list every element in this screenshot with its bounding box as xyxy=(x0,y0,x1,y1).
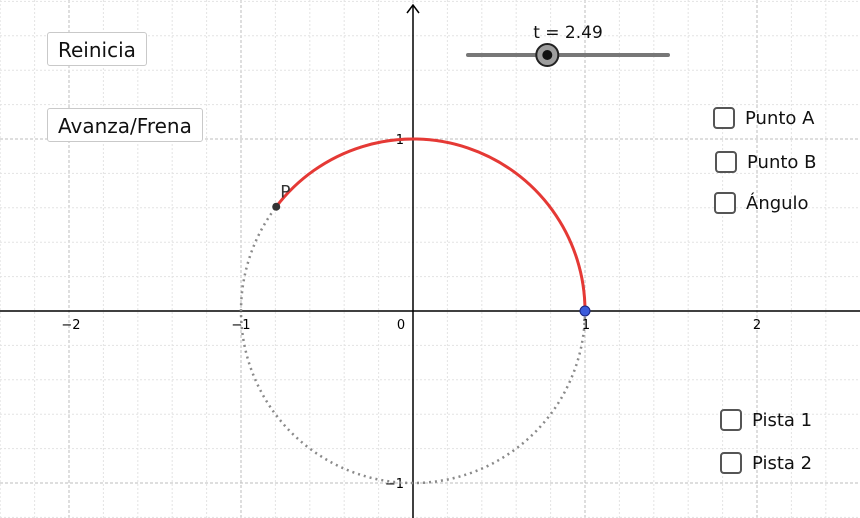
point-p[interactable] xyxy=(272,202,281,211)
start-point[interactable] xyxy=(579,305,591,317)
y-tick-label: −1 xyxy=(385,477,404,492)
y-axis-arrow-icon xyxy=(406,3,420,14)
checkbox-punto-a[interactable]: Punto A xyxy=(713,107,814,129)
checkbox-box[interactable] xyxy=(720,452,742,474)
slider-knob[interactable] xyxy=(535,43,560,67)
x-tick-label: −2 xyxy=(61,318,80,333)
point-p-label: P xyxy=(280,183,290,203)
x-tick-label: 0 xyxy=(397,318,405,333)
checkbox-pista-1[interactable]: Pista 1 xyxy=(720,409,812,431)
checkbox-punto-b[interactable]: Punto B xyxy=(715,151,817,173)
checkbox-angulo[interactable]: Ángulo xyxy=(714,192,809,214)
avanza-frena-button[interactable]: Avanza/Frena xyxy=(47,108,203,142)
checkbox-label: Punto A xyxy=(745,107,815,129)
checkbox-label: Pista 1 xyxy=(752,409,813,431)
axes xyxy=(0,3,860,518)
checkbox-box[interactable] xyxy=(720,409,742,431)
x-tick-label: 1 xyxy=(582,318,590,333)
slider-value-label: t = 2.49 xyxy=(533,23,603,43)
checkbox-box[interactable] xyxy=(713,107,735,129)
traced-arc xyxy=(274,137,587,313)
checkbox-box[interactable] xyxy=(715,151,737,173)
x-tick-label: 2 xyxy=(753,318,761,333)
x-tick-label: −1 xyxy=(231,318,250,333)
checkbox-label: Pista 2 xyxy=(752,452,813,474)
reinicia-button[interactable]: Reinicia xyxy=(47,32,147,66)
checkbox-label: Punto B xyxy=(747,151,817,173)
tick-labels: −2 −1 0 1 2 1 −1 xyxy=(61,133,761,492)
checkbox-box[interactable] xyxy=(714,192,736,214)
checkbox-label: Ángulo xyxy=(746,192,809,214)
checkbox-pista-2[interactable]: Pista 2 xyxy=(720,452,812,474)
